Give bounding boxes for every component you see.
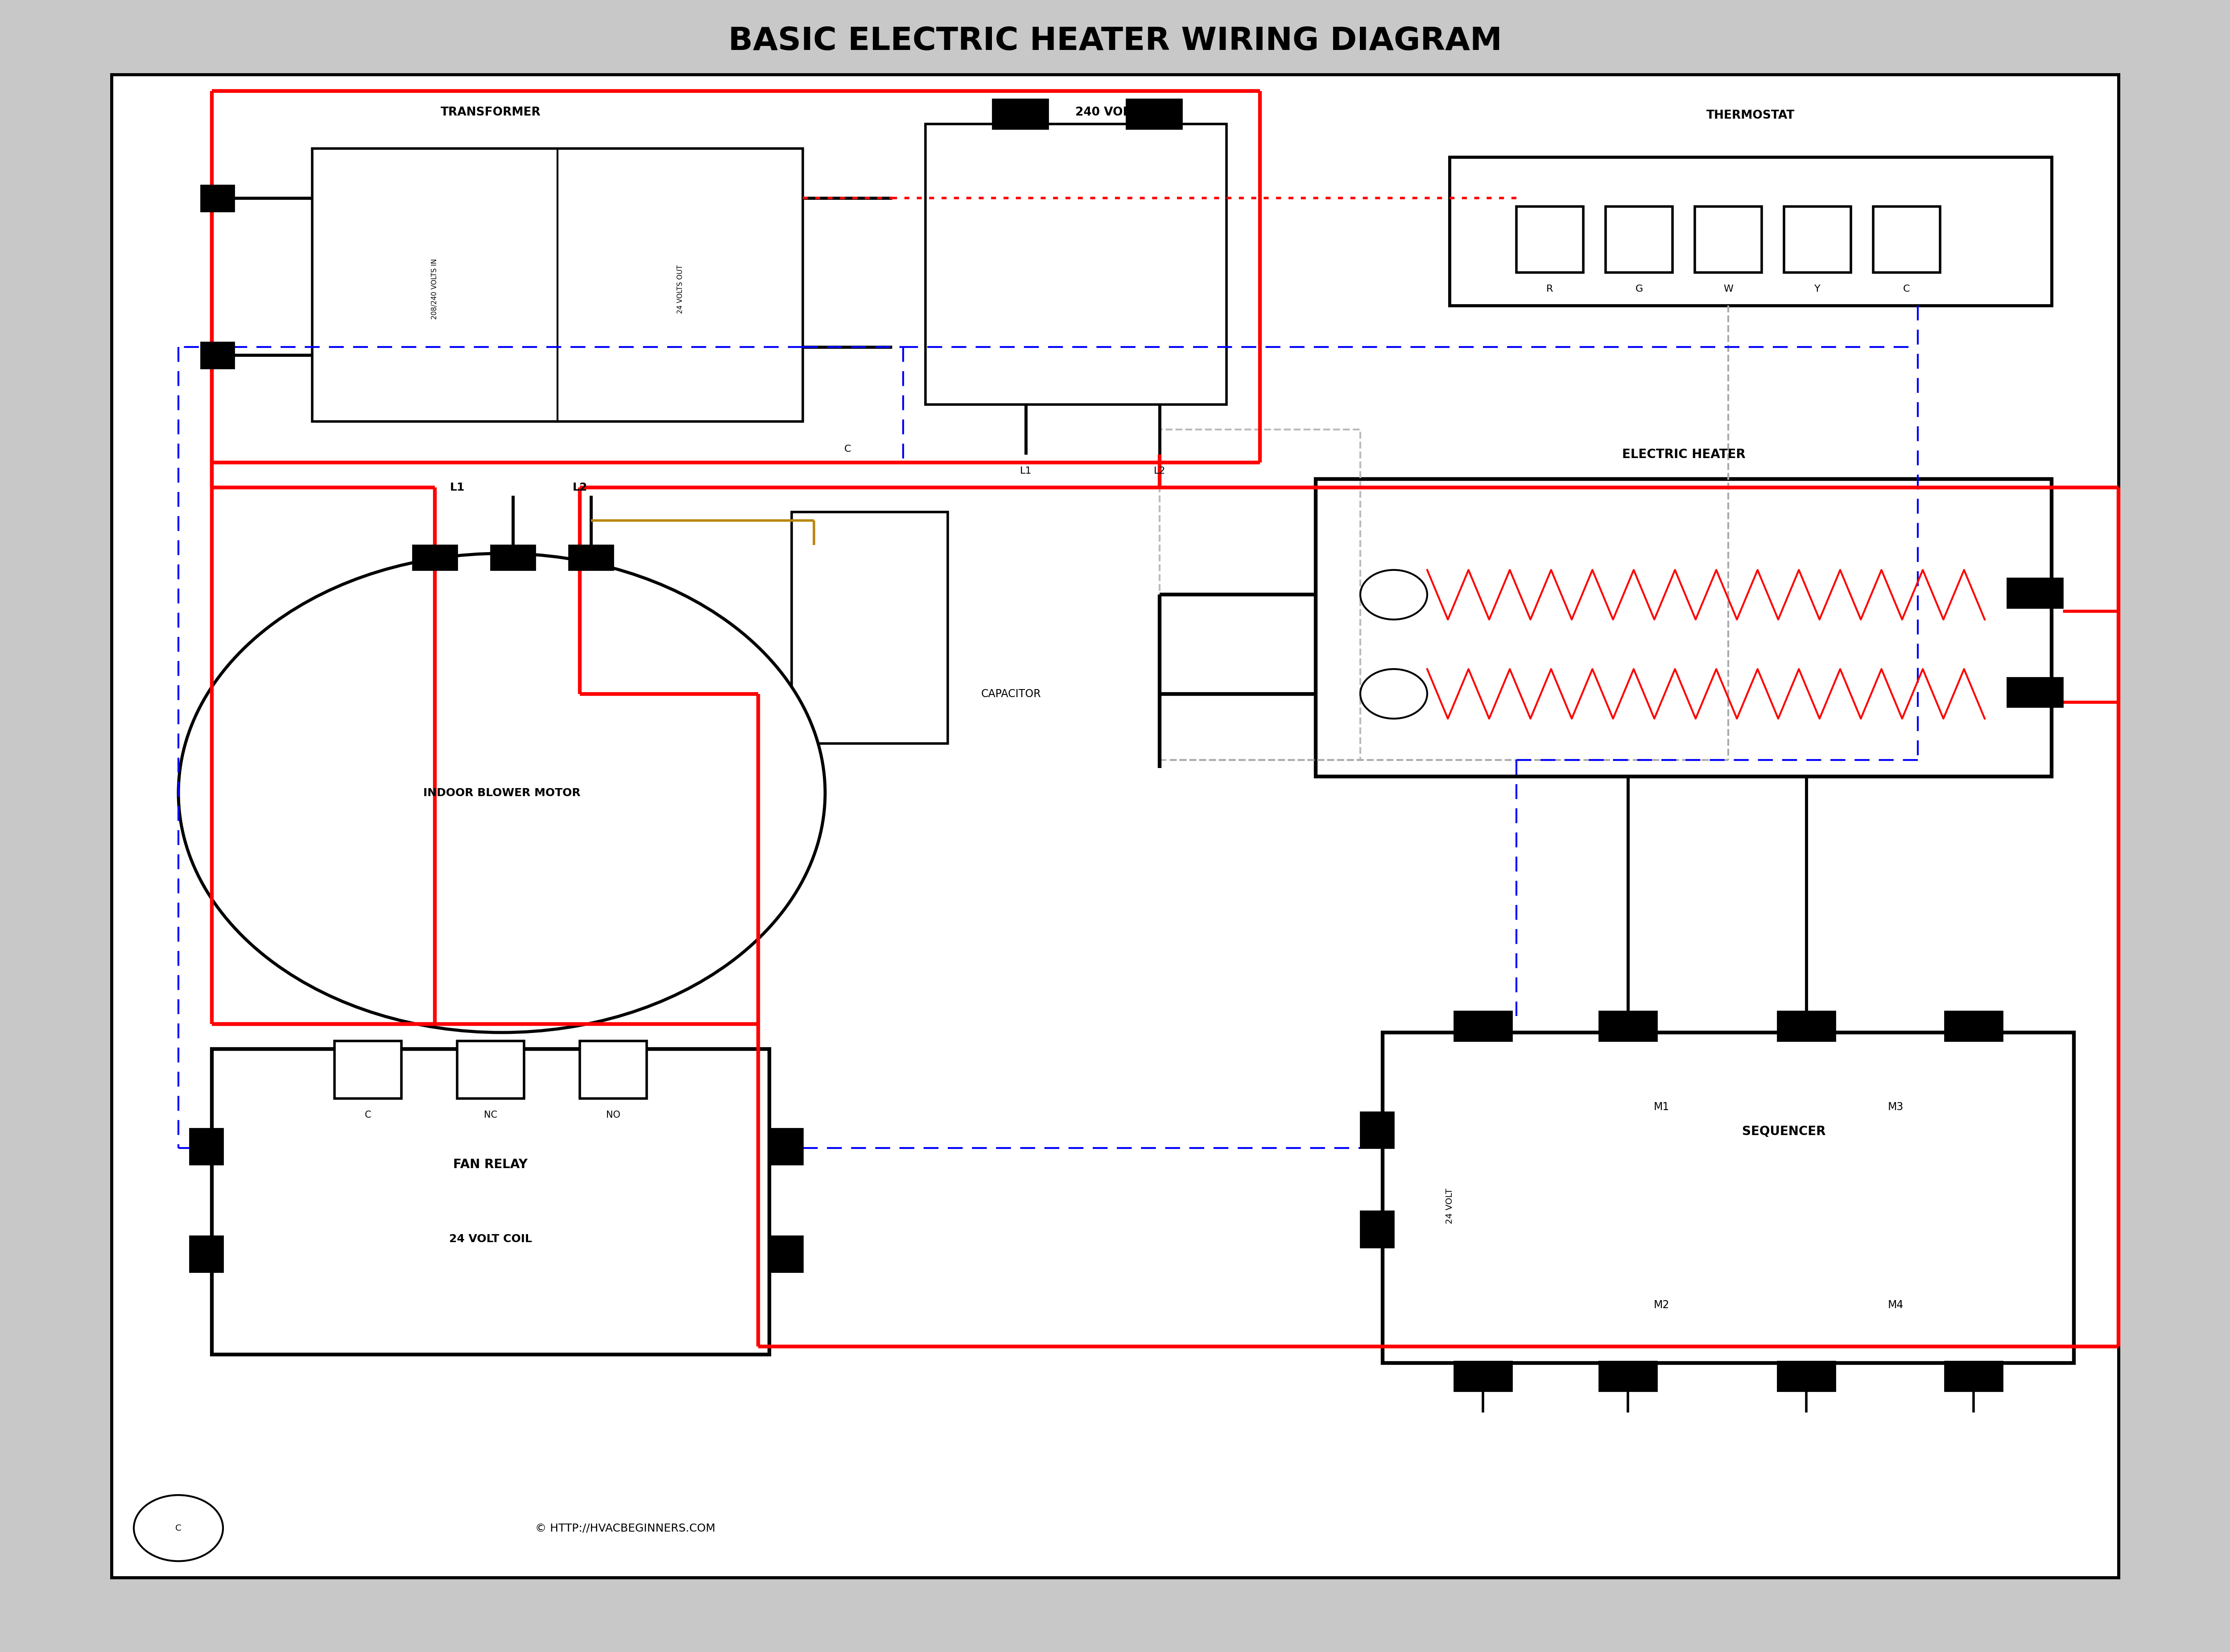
Text: M3: M3 <box>1887 1102 1904 1112</box>
Circle shape <box>1360 669 1427 719</box>
Bar <box>1454 1361 1512 1391</box>
Text: L1: L1 <box>1019 466 1032 476</box>
Text: G: G <box>1635 284 1644 294</box>
Text: ELECTRIC HEATER: ELECTRIC HEATER <box>1621 448 1746 461</box>
Text: 208/240 VOLTS IN: 208/240 VOLTS IN <box>433 259 437 319</box>
Bar <box>992 99 1048 129</box>
Circle shape <box>134 1495 223 1561</box>
Bar <box>1360 1211 1394 1247</box>
Text: 24 VOLT COIL: 24 VOLT COIL <box>448 1234 533 1244</box>
Bar <box>334 1041 401 1099</box>
Bar <box>1516 206 1583 273</box>
Bar <box>1126 99 1182 129</box>
Bar <box>1383 1032 2074 1363</box>
Text: NC: NC <box>484 1110 497 1120</box>
Text: CAPACITOR: CAPACITOR <box>981 689 1041 699</box>
Bar <box>925 124 1227 405</box>
Text: L2: L2 <box>1153 466 1166 476</box>
Bar <box>1316 479 2052 776</box>
Bar <box>1695 206 1762 273</box>
Text: C: C <box>176 1523 181 1533</box>
Bar <box>190 1236 223 1272</box>
Bar <box>1784 206 1851 273</box>
Text: M4: M4 <box>1887 1300 1904 1310</box>
Text: M2: M2 <box>1652 1300 1670 1310</box>
Bar <box>201 342 234 368</box>
Text: C: C <box>366 1110 370 1120</box>
Text: M1: M1 <box>1652 1102 1670 1112</box>
Text: SEQUENCER: SEQUENCER <box>1742 1125 1826 1138</box>
Bar <box>2007 578 2063 608</box>
Text: C: C <box>843 444 852 454</box>
Bar <box>1777 1011 1835 1041</box>
Text: 240 VOLT IN: 240 VOLT IN <box>1075 106 1155 119</box>
Bar <box>413 545 457 570</box>
Bar <box>1454 1011 1512 1041</box>
Bar <box>1945 1011 2003 1041</box>
Text: W: W <box>1724 284 1733 294</box>
Bar <box>1599 1011 1657 1041</box>
Text: 24 VOLTS OUT: 24 VOLTS OUT <box>678 264 682 314</box>
Bar <box>190 1128 223 1165</box>
Bar <box>2007 677 2063 707</box>
Bar <box>1160 430 1360 760</box>
Text: TRANSFORMER: TRANSFORMER <box>442 106 540 119</box>
Bar <box>1599 1361 1657 1391</box>
Text: THERMOSTAT: THERMOSTAT <box>1706 109 1795 122</box>
Text: NO: NO <box>607 1110 620 1120</box>
Text: C: C <box>1902 284 1911 294</box>
Circle shape <box>178 553 825 1032</box>
Text: 24 VOLT: 24 VOLT <box>1445 1188 1454 1224</box>
Text: © HTTP://HVACBEGINNERS.COM: © HTTP://HVACBEGINNERS.COM <box>535 1523 716 1533</box>
Text: R: R <box>1545 284 1554 294</box>
Bar <box>1450 157 2052 306</box>
Bar <box>1873 206 1940 273</box>
Bar <box>769 1236 803 1272</box>
Circle shape <box>1360 570 1427 620</box>
Bar <box>1945 1361 2003 1391</box>
Bar <box>792 512 948 743</box>
Bar <box>769 1128 803 1165</box>
Bar <box>312 149 803 421</box>
Bar <box>1606 206 1672 273</box>
Bar <box>1777 1361 1835 1391</box>
Text: BASIC ELECTRIC HEATER WIRING DIAGRAM: BASIC ELECTRIC HEATER WIRING DIAGRAM <box>729 26 1501 56</box>
Text: L1: L1 <box>450 482 464 492</box>
Bar <box>580 1041 647 1099</box>
Bar <box>212 1049 769 1355</box>
Bar <box>201 185 234 211</box>
Text: FAN RELAY: FAN RELAY <box>453 1158 529 1171</box>
Bar <box>457 1041 524 1099</box>
Text: INDOOR BLOWER MOTOR: INDOOR BLOWER MOTOR <box>424 788 580 798</box>
Bar <box>1360 1112 1394 1148</box>
Text: Y: Y <box>1815 284 1820 294</box>
Bar <box>569 545 613 570</box>
Text: L2: L2 <box>573 482 586 492</box>
Bar <box>491 545 535 570</box>
